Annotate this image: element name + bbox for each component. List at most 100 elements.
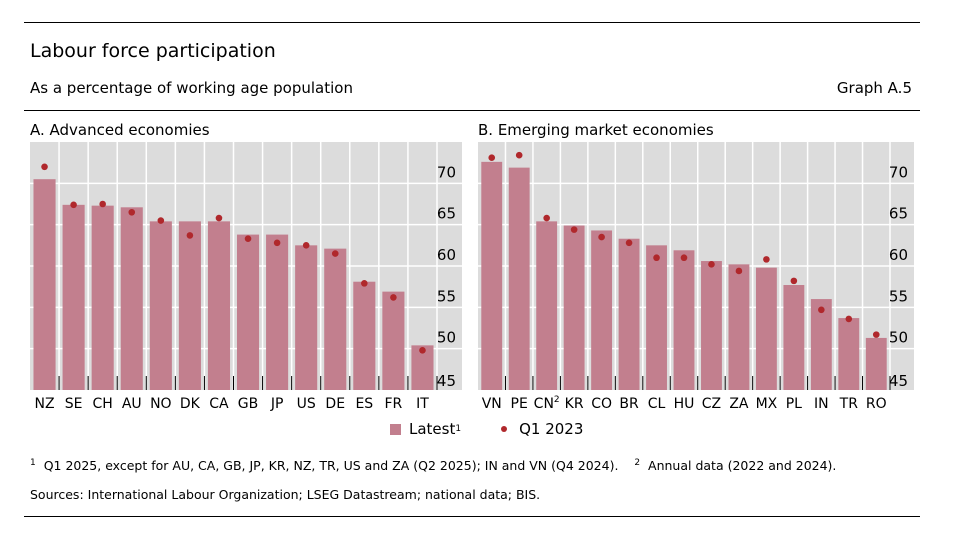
chart-subtitle: As a percentage of working age populatio… — [30, 79, 353, 97]
x-tick-label-GB: GB — [238, 396, 258, 412]
bar-latest-CL — [646, 245, 667, 390]
category-label: DE — [325, 396, 345, 412]
dot-q1-2023-CL — [653, 254, 660, 262]
dot-q1-2023-CA — [215, 214, 223, 222]
footnote-line: 1 Q1 2025, except for AU, CA, GB, JP, KR… — [30, 458, 836, 473]
bar-latest-PL — [783, 285, 805, 390]
x-tick-label-NZ: NZ — [34, 396, 54, 412]
x-tick-label-VN: VN — [482, 396, 502, 412]
bar-latest-NO — [149, 221, 172, 390]
x-tick-label-MX: MX — [756, 396, 778, 412]
dot-q1-2023-DE — [331, 250, 339, 257]
dot-q1-2023-NO — [157, 217, 165, 224]
dot-q1-2023-IT — [419, 347, 426, 354]
footnote-1: Q1 2025, except for AU, CA, GB, JP, KR, … — [43, 458, 619, 474]
dot-q1-2023-DK — [186, 232, 194, 239]
header-rule — [24, 110, 920, 111]
category-label: ZA — [729, 396, 749, 412]
x-tick-label-NO: NO — [150, 396, 172, 412]
legend-dot-label: Q1 2023 — [519, 420, 584, 438]
bar-latest-TR — [838, 318, 860, 390]
x-tick-label-ZA: ZA — [729, 396, 749, 412]
x-tick-label-FR: FR — [385, 396, 403, 412]
chart-title: Labour force participation — [30, 40, 276, 62]
dot-q1-2023-MX — [763, 256, 770, 263]
panel-b-chart: 45 50 55 60 65 70 VN PE CN2 KR CO BR CL HU CZ ZA MX PL IN T… — [478, 142, 914, 412]
y-tick-label: 55 — [437, 287, 456, 305]
bar-latest-CN — [536, 221, 558, 390]
dot-q1-2023-US — [302, 242, 310, 249]
dot-q1-2023-JP — [273, 239, 281, 247]
bar-latest-ZA — [728, 264, 750, 390]
dot-q1-2023-GB — [244, 235, 252, 243]
x-tick-label-SE: SE — [65, 396, 83, 412]
sources: Sources: International Labour Organizati… — [30, 487, 541, 502]
category-label: CN — [534, 396, 554, 412]
y-tick-label: 65 — [437, 205, 456, 223]
y-tick-label: 70 — [437, 163, 456, 181]
category-label: SE — [65, 396, 83, 412]
bar-latest-SE — [62, 204, 85, 390]
legend-dot-marker — [501, 426, 508, 432]
bar-latest-ES — [353, 281, 376, 390]
bar-latest-MX — [755, 267, 777, 390]
category-label: GB — [238, 396, 258, 412]
x-tick-label-JP: JP — [270, 396, 284, 412]
y-tick-label: 65 — [889, 205, 908, 223]
category-label: CA — [209, 396, 229, 412]
dot-q1-2023-RO — [872, 331, 880, 338]
category-label: VN — [482, 396, 502, 412]
x-tick-label-CO: CO — [591, 396, 612, 412]
category-label: US — [297, 396, 316, 412]
y-tick-label: 50 — [437, 329, 456, 347]
x-tick-label-IT: IT — [416, 396, 429, 412]
legend-bar-label: Latest — [409, 420, 456, 438]
dot-q1-2023-ES — [361, 280, 368, 287]
y-tick-label: 60 — [889, 246, 908, 264]
bar-latest-RO — [865, 337, 887, 390]
bar-latest-FR — [382, 291, 405, 390]
bar-latest-IT — [411, 345, 434, 390]
dot-q1-2023-ZA — [735, 267, 743, 275]
x-tick-label-KR: KR — [565, 396, 584, 412]
category-label: IT — [416, 396, 429, 412]
category-label: PE — [511, 396, 528, 412]
footnote-1-marker: 1 — [30, 458, 36, 468]
dot-q1-2023-HU — [680, 254, 688, 262]
x-tick-label-PE: PE — [511, 396, 528, 412]
bar-latest-US — [295, 245, 318, 390]
category-label: CH — [93, 396, 113, 412]
y-tick-label: 45 — [437, 372, 456, 390]
x-tick-label-CL: CL — [648, 396, 666, 412]
top-rule — [24, 22, 920, 23]
category-label: HU — [674, 396, 695, 412]
category-label: MX — [756, 396, 778, 412]
y-tick-label: 60 — [437, 246, 456, 264]
category-label: DK — [180, 396, 201, 412]
dot-q1-2023-CH — [99, 200, 106, 208]
y-tick-label: 55 — [889, 287, 908, 305]
dot-q1-2023-AU — [128, 208, 136, 216]
category-label: FR — [385, 396, 403, 412]
bar-latest-BR — [618, 238, 640, 390]
x-tick-label-CZ: CZ — [702, 396, 721, 412]
panel-b-title: B. Emerging market economies — [478, 121, 714, 139]
dot-q1-2023-BR — [625, 239, 633, 247]
x-tick-label-CN: CN2 — [534, 395, 560, 412]
x-tick-label-AU: AU — [122, 396, 142, 412]
dot-q1-2023-VN — [488, 154, 496, 162]
x-tick-label-DE: DE — [325, 396, 345, 412]
panel-a-chart: 45 50 55 60 65 70 NZ SE CH AU NO DK CA GB JP US DE ES FR IT — [30, 142, 462, 412]
footnote-2-marker: 2 — [634, 458, 641, 468]
bar-latest-HU — [673, 250, 695, 390]
legend-bar-swatch — [390, 423, 401, 435]
category-label: IN — [814, 396, 829, 412]
bar-latest-AU — [120, 207, 143, 390]
legend-bar-footnote: 1 — [455, 424, 462, 434]
bar-latest-DK — [178, 221, 201, 390]
graph-number: Graph A.5 — [836, 79, 912, 97]
bar-latest-GB — [236, 234, 260, 390]
y-tick-label: 45 — [889, 372, 908, 390]
x-tick-label-ES: ES — [355, 396, 373, 412]
